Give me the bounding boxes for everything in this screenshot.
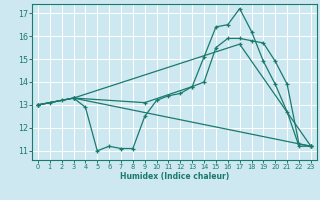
X-axis label: Humidex (Indice chaleur): Humidex (Indice chaleur) (120, 172, 229, 181)
